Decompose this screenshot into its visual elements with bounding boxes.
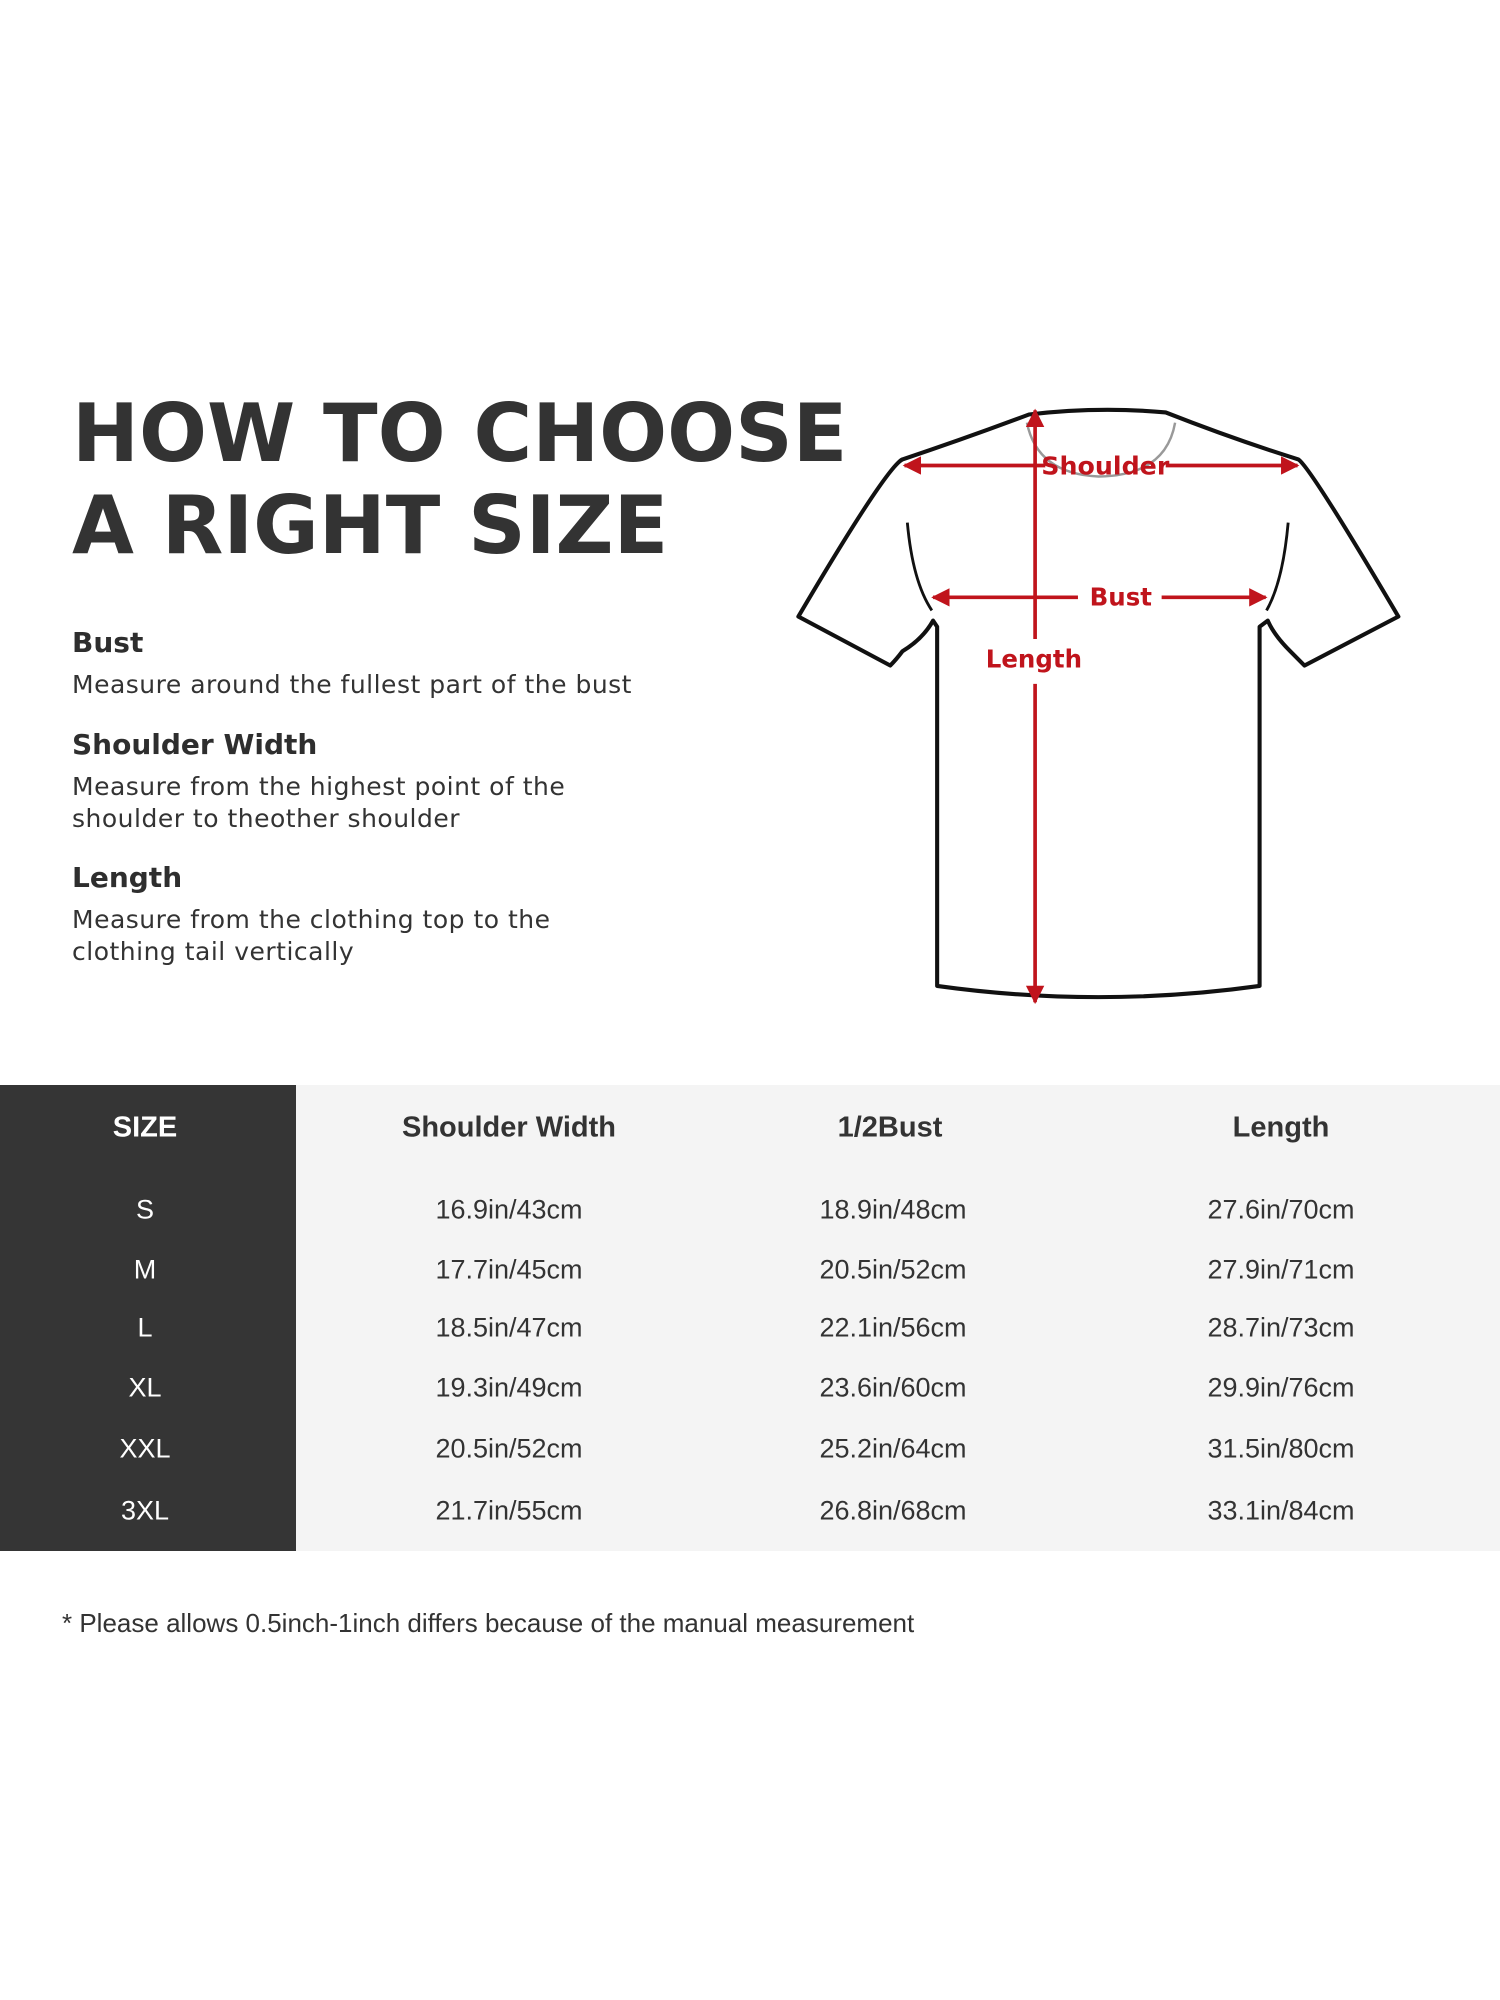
size-column-bg [0,1085,296,1551]
measurement-cell: 20.5in/52cm [435,1433,583,1464]
header-size: SIZE [112,1111,178,1144]
measurement-cell: 19.3in/49cm [435,1372,583,1403]
header-half-bust: 1/2Bust [837,1111,943,1144]
measurement-cell: 26.8in/68cm [819,1495,967,1526]
size-table: SIZE Shoulder Width 1/2Bust Length S 16.9… [0,1085,1500,1551]
label-bust: Bust [1090,583,1153,612]
guide-length-line: clothing tail vertically [72,937,355,966]
measurement-cell: 25.2in/64cm [819,1433,967,1464]
measurement-cell: 22.1in/56cm [819,1312,967,1343]
measurement-cell: 28.7in/73cm [1207,1312,1355,1343]
guide-length-line: Measure from the clothing top to the [72,905,551,934]
guide-bust-line: Measure around the fullest part of the b… [72,670,632,699]
title-line-2: A RIGHT SIZE [72,479,669,572]
measurement-cell: 33.1in/84cm [1207,1495,1355,1526]
tshirt-outline [796,407,1401,1000]
guide-bust-desc: Measure around the fullest part of the b… [72,669,632,701]
size-cell: XXL [119,1433,171,1464]
label-length: Length [986,645,1082,674]
measurement-cell: 31.5in/80cm [1207,1433,1355,1464]
footnote: * Please allows 0.5inch-1inch differs be… [62,1608,915,1638]
page-title: HOW TO CHOOSE A RIGHT SIZE [72,388,847,572]
measure-arrows [902,408,1300,1005]
size-cell: XL [128,1372,162,1403]
measurement-cell: 20.5in/52cm [819,1254,967,1285]
measurement-cell: 16.9in/43cm [435,1194,583,1225]
measurement-cell: 18.5in/47cm [435,1312,583,1343]
label-shoulder: Shoulder [1041,451,1170,480]
size-cell: S [135,1194,155,1225]
measurement-cell: 29.9in/76cm [1207,1372,1355,1403]
guide-shoulder-desc: Measure from the highest point of the sh… [72,771,565,835]
header-shoulder-width: Shoulder Width [402,1111,616,1144]
guide-length-heading: Length [72,861,183,894]
size-cell: 3XL [120,1495,170,1526]
header-length: Length [1232,1111,1330,1144]
measurement-cell: 21.7in/55cm [435,1495,583,1526]
measurement-cell: 27.9in/71cm [1207,1254,1355,1285]
size-cell: M [133,1254,157,1285]
guide-shoulder-line: shoulder to theother shoulder [72,804,461,833]
title-line-1: HOW TO CHOOSE [72,387,848,480]
measurement-cell: 18.9in/48cm [819,1194,967,1225]
tshirt-diagram: Shoulder Bust Length [796,407,1401,1005]
collar-line [1025,422,1177,478]
guide-bust-heading: Bust [72,626,144,659]
size-cell: L [137,1312,153,1343]
guide-shoulder-line: Measure from the highest point of the [72,772,566,801]
measurement-cell: 17.7in/45cm [435,1254,583,1285]
measurement-cell: 23.6in/60cm [819,1372,967,1403]
measurement-cell: 27.6in/70cm [1207,1194,1355,1225]
guide-length-desc: Measure from the clothing top to the clo… [72,904,551,968]
guide-shoulder-heading: Shoulder Width [72,728,318,761]
